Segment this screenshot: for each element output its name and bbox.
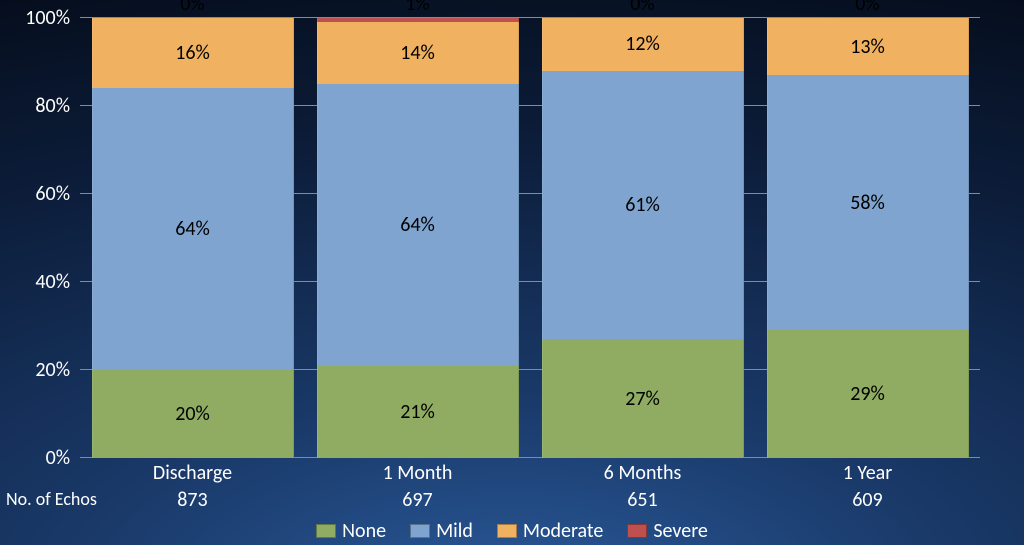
y-tick-label: 80% xyxy=(10,94,70,118)
bar-column: 27%61%12%0% xyxy=(542,18,744,458)
bar-top-label: 0% xyxy=(630,0,654,16)
legend-label: Mild xyxy=(436,519,473,543)
bar-segment-severe xyxy=(317,18,519,22)
bar-segment-label: 61% xyxy=(543,71,743,339)
x-category-label: 6 Months xyxy=(542,460,744,487)
bar-top-label: 1% xyxy=(405,0,429,16)
legend-label: Moderate xyxy=(523,519,604,543)
y-tick-label: 40% xyxy=(10,270,70,294)
bar-segment-moderate: 12% xyxy=(542,18,744,71)
chart-plot-area: 0%20%40%60%80%100%20%64%16%0%21%64%14%1%… xyxy=(80,18,980,458)
x-axis-group: 1 Month697 xyxy=(317,460,519,520)
legend-label: Severe xyxy=(653,519,708,543)
bar-segment-label: 58% xyxy=(768,75,968,330)
x-category-label: Discharge xyxy=(92,460,294,487)
legend-item-moderate: Moderate xyxy=(497,519,604,543)
x-axis: Discharge8731 Month6976 Months6511 Year6… xyxy=(80,460,980,520)
plot-region: 0%20%40%60%80%100%20%64%16%0%21%64%14%1%… xyxy=(80,18,980,458)
legend-item-mild: Mild xyxy=(410,519,473,543)
bar-segment-moderate: 16% xyxy=(92,18,294,88)
x-category-label: 1 Month xyxy=(317,460,519,487)
legend-swatch xyxy=(410,524,430,538)
bar-top-label: 0% xyxy=(180,0,204,16)
bar-segment-moderate: 14% xyxy=(317,22,519,84)
bar-column: 21%64%14%1% xyxy=(317,18,519,458)
x-echos-value: 609 xyxy=(767,487,969,514)
bar-segment-mild: 58% xyxy=(767,75,969,330)
x-echos-value: 873 xyxy=(92,487,294,514)
y-tick-label: 20% xyxy=(10,358,70,382)
bar-segment-mild: 64% xyxy=(92,88,294,370)
legend: None Mild Moderate Severe xyxy=(0,519,1024,543)
bar-segment-mild: 61% xyxy=(542,71,744,339)
legend-item-none: None xyxy=(316,519,386,543)
legend-item-severe: Severe xyxy=(627,519,708,543)
bar-segment-none: 27% xyxy=(542,339,744,458)
y-tick-label: 100% xyxy=(10,6,70,30)
bar-segment-label: 13% xyxy=(768,18,968,75)
bar-segment-label: 14% xyxy=(318,22,518,84)
bar-segment-none: 29% xyxy=(767,330,969,458)
bar-segment-none: 20% xyxy=(92,370,294,458)
bar-column: 29%58%13%0% xyxy=(767,18,969,458)
bar-segment-moderate: 13% xyxy=(767,18,969,75)
legend-label: None xyxy=(342,519,386,543)
bar-segment-label: 16% xyxy=(93,18,293,88)
legend-swatch xyxy=(497,524,517,538)
y-tick-label: 0% xyxy=(10,446,70,470)
x-category-label: 1 Year xyxy=(767,460,969,487)
bar-segment-label: 20% xyxy=(93,370,293,458)
bar-column: 20%64%16%0% xyxy=(92,18,294,458)
bar-segment-label: 64% xyxy=(93,88,293,370)
bar-segment-label: 21% xyxy=(318,366,518,458)
bars-container: 20%64%16%0%21%64%14%1%27%61%12%0%29%58%1… xyxy=(80,18,980,458)
echos-caption: No. of Echos xyxy=(0,488,110,510)
y-tick-label: 60% xyxy=(10,182,70,206)
x-axis-group: 6 Months651 xyxy=(542,460,744,520)
bar-segment-label: 12% xyxy=(543,18,743,71)
bar-segment-none: 21% xyxy=(317,366,519,458)
bar-segment-label: 27% xyxy=(543,339,743,458)
bar-top-label: 0% xyxy=(855,0,879,16)
bar-segment-mild: 64% xyxy=(317,84,519,366)
x-echos-value: 651 xyxy=(542,487,744,514)
x-axis-group: Discharge873 xyxy=(92,460,294,520)
legend-swatch xyxy=(627,524,647,538)
x-axis-group: 1 Year609 xyxy=(767,460,969,520)
x-echos-value: 697 xyxy=(317,487,519,514)
legend-swatch xyxy=(316,524,336,538)
bar-segment-label: 64% xyxy=(318,84,518,366)
bar-segment-label: 29% xyxy=(768,330,968,458)
